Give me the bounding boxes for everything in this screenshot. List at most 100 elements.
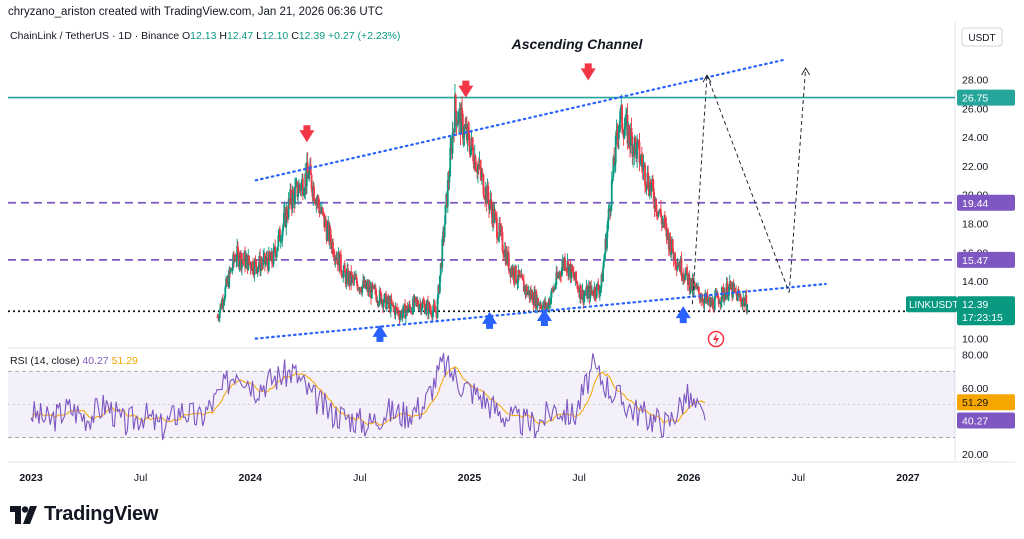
candle-body [713,296,716,311]
candle-body [741,300,744,306]
candle-body [308,171,311,179]
ohlc-high: 12.47 [226,30,254,42]
candle-body [564,258,566,269]
candle-body [483,195,486,199]
candle-body [610,205,612,212]
candle-body [218,310,221,319]
candle-body [287,199,290,218]
rsi-value: 40.27 [82,355,109,367]
candle-body [522,280,525,292]
projection-segment [788,68,807,293]
candle-body [340,253,342,272]
candle-body [526,286,528,295]
tradingview-logo[interactable]: TradingView [10,503,158,526]
candle-body [575,271,578,282]
level-badge-text: 15.47 [962,255,988,267]
candle-body [318,205,321,214]
candle-body [413,297,416,306]
candle-body [727,295,730,299]
candle-body [738,292,741,297]
candle-body [429,309,432,311]
candle-body [682,275,685,279]
level-badge-text: 19.44 [962,198,988,210]
candle-body [726,283,729,299]
candle-body [365,286,368,289]
candle-body [281,230,284,241]
rsi-label[interactable]: RSI (14, close) [10,355,80,367]
candle-body [650,185,653,192]
candle-body [693,283,696,291]
price-tick-label: 10.00 [962,334,988,346]
candle-body [420,308,423,312]
candle-body [707,300,710,303]
candle-body [422,302,425,304]
down-arrow-icon [299,125,315,143]
channel-lower-line [254,282,827,340]
candle-body [496,218,498,238]
candle-body [659,209,662,217]
candle-body [267,251,270,271]
candle-body [412,298,414,314]
candle-body [340,271,343,276]
candle-body [292,190,295,194]
rsi-tick-label: 20.00 [962,449,988,461]
candle-body [229,268,232,273]
candle-body [237,246,239,252]
candle-body [688,274,691,291]
candle-body [321,207,324,212]
candle-body [616,130,619,136]
alert-icon[interactable] [707,330,725,348]
candle-body [634,137,637,144]
candle-body [572,271,574,273]
candle-body [728,286,730,296]
rsi-line [30,352,706,441]
candle-body [553,287,555,292]
candle-body [576,284,579,290]
candle-body [233,254,235,261]
candle-body [736,291,739,301]
rsi-tick-label: 60.00 [962,383,988,395]
candle-body [531,292,534,304]
candle-body [501,232,504,251]
currency-button[interactable]: USDT [961,27,1003,47]
price-tick-label: 14.00 [962,276,988,288]
candle-body [294,182,297,188]
candle-body [559,272,562,275]
candle-body [441,239,444,268]
rsi-header: RSI (14, close) 40.27 51.29 [10,355,138,367]
candle-body [419,303,422,312]
candle-body [408,304,411,308]
candle-body [392,303,395,307]
candle-body [657,210,660,216]
candle-body [671,239,674,253]
ohlc-c-label: C [291,30,299,42]
candle-body [326,227,329,241]
candle-body [676,265,679,269]
candle-body [351,275,353,284]
candle-body [389,299,392,312]
candle-body [380,293,383,305]
candle-body [617,126,620,139]
candle-body [409,307,412,312]
candle-body [603,253,606,261]
candle-body [387,296,390,304]
candle-body [550,289,553,298]
candle-body [689,288,692,291]
candle-body [488,204,491,210]
candle-body [721,287,724,290]
symbol-title[interactable]: ChainLink / TetherUS · 1D · Binance [10,30,180,42]
candle-body [297,192,300,197]
candle-body [500,229,503,233]
symbol-badge [906,296,957,313]
candle-body [394,306,397,316]
candle-body [712,299,715,310]
candle-body [602,260,605,268]
rsi-ma-value: 51.29 [111,355,138,367]
time-tick-label: Jul [792,472,805,484]
candle-body [256,268,259,273]
candle-body [439,263,442,276]
candle-body [746,304,749,312]
candle-body [332,241,334,255]
candle-body [717,298,720,304]
